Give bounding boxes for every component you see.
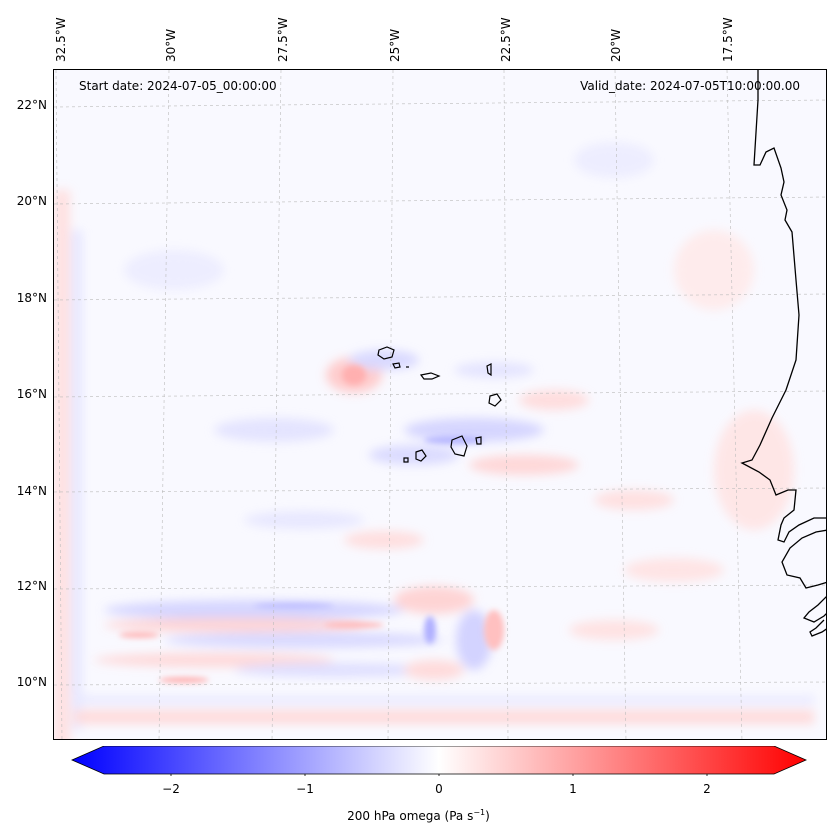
colorbar-tick-2: 2	[703, 782, 711, 796]
map-panel	[53, 69, 827, 740]
lat-label-10n: 10°N	[16, 675, 47, 689]
lon-label-30w: 30°W	[164, 28, 178, 62]
lon-label-20w: 20°W	[609, 28, 623, 62]
start-date-label: Start date: 2024-07-05_00:00:00	[79, 79, 277, 93]
omega-field	[54, 70, 826, 739]
colorbar-tick-1: 1	[569, 782, 577, 796]
colorbar-label-prefix: 200 hPa omega (Pa s	[347, 809, 474, 823]
colorbar-label-exponent: −1	[473, 808, 486, 817]
colorbar	[71, 746, 807, 776]
colorbar-label-suffix: )	[485, 809, 490, 823]
lat-label-12n: 12°N	[16, 579, 47, 593]
field-streaks	[119, 365, 504, 683]
lon-label-22-5w: 22.5°W	[499, 17, 513, 62]
field-patches	[54, 142, 814, 739]
lon-label-17-5w: 17.5°W	[721, 17, 735, 62]
colorbar-tick-m2: −2	[162, 782, 180, 796]
lat-label-22n: 22°N	[16, 98, 47, 112]
west-africa-coastline	[740, 70, 826, 637]
lat-label-16n: 16°N	[16, 387, 47, 401]
colorbar-label: 200 hPa omega (Pa s−1)	[0, 808, 837, 823]
lat-label-14n: 14°N	[16, 484, 47, 498]
lon-label-32-5w: 32.5°W	[54, 17, 68, 62]
lat-label-20n: 20°N	[16, 194, 47, 208]
colorbar-tick-m1: −1	[296, 782, 314, 796]
lon-label-25w: 25°W	[388, 28, 402, 62]
lat-label-18n: 18°N	[16, 291, 47, 305]
colorbar-ticks	[170, 774, 708, 776]
cabo-verde-islands	[377, 346, 502, 463]
lon-label-27-5w: 27.5°W	[276, 17, 290, 62]
graticule	[54, 70, 826, 739]
colorbar-tick-0: 0	[435, 782, 443, 796]
colorbar-bar	[71, 746, 807, 775]
valid-date-label: Valid_date: 2024-07-05T10:00:00.00	[580, 79, 800, 93]
